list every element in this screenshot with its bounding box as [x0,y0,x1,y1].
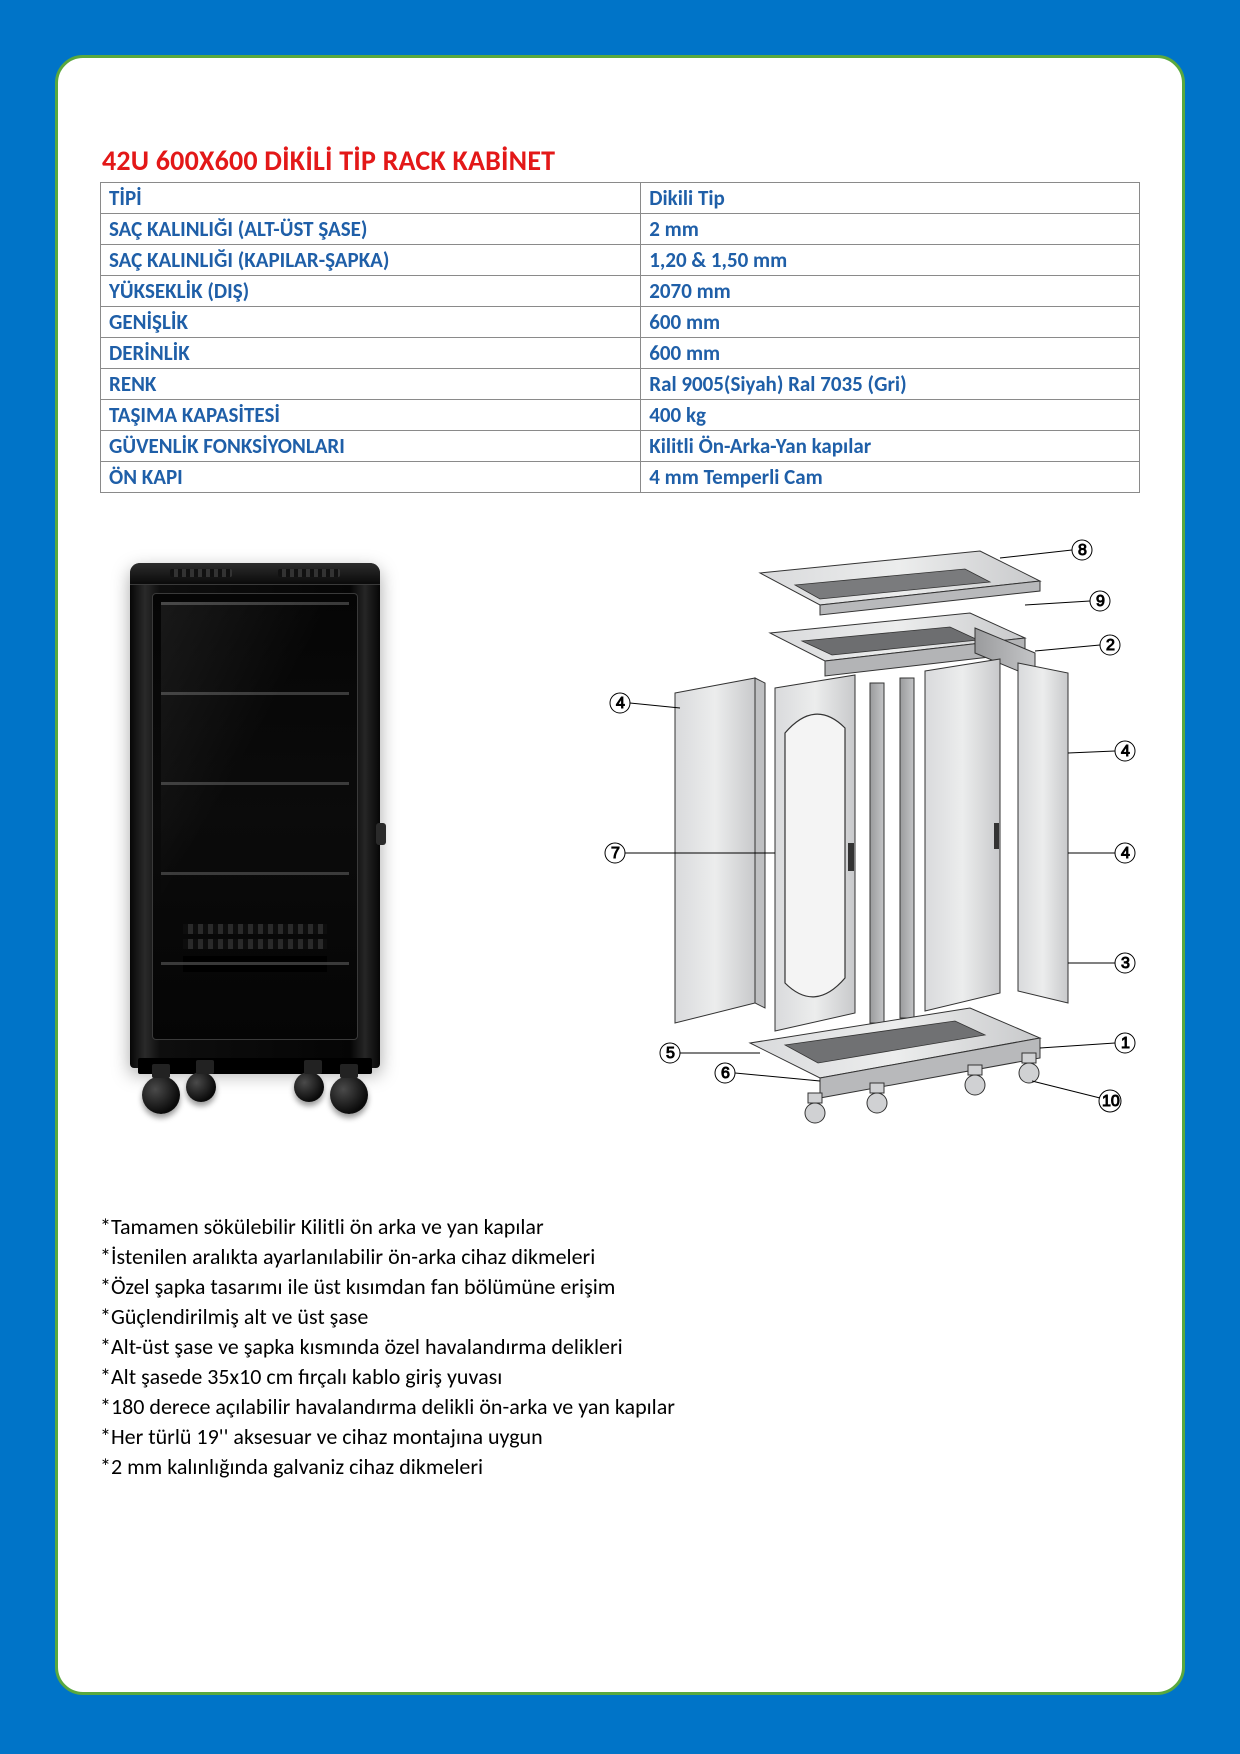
feature-item: *Tamamen sökülebilir Kilitli ön arka ve … [100,1213,1140,1240]
callout-label: 4 [1121,743,1130,760]
callout-label: 1 [1121,1035,1130,1052]
lock-handle-icon [376,823,386,845]
rack-unit [183,924,327,934]
diagram-part-rail [870,678,914,1023]
feature-item: *Her türlü 19'' aksesuar ve cihaz montaj… [100,1423,1140,1450]
callout-label: 4 [616,695,625,712]
spec-value: Ral 9005(Siyah) Ral 7035 (Gri) [641,369,1140,400]
spec-label: YÜKSEKLİK (DIŞ) [101,276,641,307]
diagram-part-side-panel-right-inner [925,659,1000,1011]
table-row: YÜKSEKLİK (DIŞ)2070 mm [101,276,1140,307]
spec-label: RENK [101,369,641,400]
spec-label: GENİŞLİK [101,307,641,338]
product-photo [120,563,390,1123]
cabinet-base [138,1058,372,1074]
page: 42U 600X600 DİKİLİ TİP RACK KABİNET TİPİ… [0,0,1240,1754]
spec-value: Kilitli Ön-Arka-Yan kapılar [641,431,1140,462]
diagram-part-side-panel-right-outer [1018,663,1068,1003]
rack-unit [183,939,327,949]
cabinet-top-vent [130,563,380,585]
callout-label: 6 [721,1065,730,1082]
spec-value: 400 kg [641,400,1140,431]
feature-item: *2 mm kalınlığında galvaniz cihaz dikmel… [100,1453,1140,1480]
spec-value: 600 mm [641,307,1140,338]
spec-label: ÖN KAPI [101,462,641,493]
diagram-part-top-cover [760,551,1040,615]
spec-value: 4 mm Temperli Cam [641,462,1140,493]
spec-value: 600 mm [641,338,1140,369]
spec-label: GÜVENLİK FONKSİYONLARI [101,431,641,462]
table-row: ÖN KAPI4 mm Temperli Cam [101,462,1140,493]
caster-wheel-icon [186,1072,216,1102]
feature-item: *Özel şapka tasarımı ile üst kısımdan fa… [100,1273,1140,1300]
feature-item: *Alt-üst şase ve şapka kısmında özel hav… [100,1333,1140,1360]
spec-label: DERİNLİK [101,338,641,369]
feature-item: *İstenilen aralıkta ayarlanılabilir ön-a… [100,1243,1140,1270]
page-title: 42U 600X600 DİKİLİ TİP RACK KABİNET [102,143,1140,178]
spec-table: TİPİDikili Tip SAÇ KALINLIĞI (ALT-ÜST ŞA… [100,182,1140,493]
callout-label: 9 [1096,593,1105,610]
callout-label: 3 [1121,955,1130,972]
diagram-part-side-panel-left [675,678,765,1023]
caster-wheel-icon [294,1072,324,1102]
rack-unit [183,956,327,972]
spec-value: 2 mm [641,214,1140,245]
spec-label: TİPİ [101,183,641,214]
feature-item: *Alt şasede 35x10 cm fırçalı kablo giriş… [100,1363,1140,1390]
spec-label: SAÇ KALINLIĞI (KAPILAR-ŞAPKA) [101,245,641,276]
feature-item: *180 derece açılabilir havalandırma deli… [100,1393,1140,1420]
diagram-part-front-door [775,675,855,1031]
spec-label: SAÇ KALINLIĞI (ALT-ÜST ŞASE) [101,214,641,245]
callout-label: 2 [1106,637,1115,654]
table-row: TİPİDikili Tip [101,183,1140,214]
spec-label: TAŞIMA KAPASİTESİ [101,400,641,431]
spec-value: 2070 mm [641,276,1140,307]
table-row: TAŞIMA KAPASİTESİ400 kg [101,400,1140,431]
cabinet-body [130,563,380,1068]
content-panel: 42U 600X600 DİKİLİ TİP RACK KABİNET TİPİ… [55,55,1185,1695]
caster-wheel-icon [330,1076,368,1114]
caster-wheel-icon [142,1076,180,1114]
table-row: GÜVENLİK FONKSİYONLARIKilitli Ön-Arka-Ya… [101,431,1140,462]
features-list: *Tamamen sökülebilir Kilitli ön arka ve … [100,1213,1140,1480]
spec-value: Dikili Tip [641,183,1140,214]
images-row: 8 9 2 4 4 7 4 3 [100,563,1140,1183]
table-row: GENİŞLİK600 mm [101,307,1140,338]
callout-label: 5 [666,1045,675,1062]
callout-label: 8 [1078,542,1087,559]
feature-item: *Güçlendirilmiş alt ve üst şase [100,1303,1140,1330]
table-row: SAÇ KALINLIĞI (ALT-ÜST ŞASE)2 mm [101,214,1140,245]
exploded-diagram: 8 9 2 4 4 7 4 3 [570,533,1150,1153]
table-row: DERİNLİK600 mm [101,338,1140,369]
callout-label: 7 [611,845,620,862]
spec-value: 1,20 & 1,50 mm [641,245,1140,276]
callout-label: 10 [1102,1093,1120,1110]
cabinet-glass-door [152,593,358,1040]
callout-label: 4 [1121,845,1130,862]
table-row: RENKRal 9005(Siyah) Ral 7035 (Gri) [101,369,1140,400]
table-row: SAÇ KALINLIĞI (KAPILAR-ŞAPKA)1,20 & 1,50… [101,245,1140,276]
